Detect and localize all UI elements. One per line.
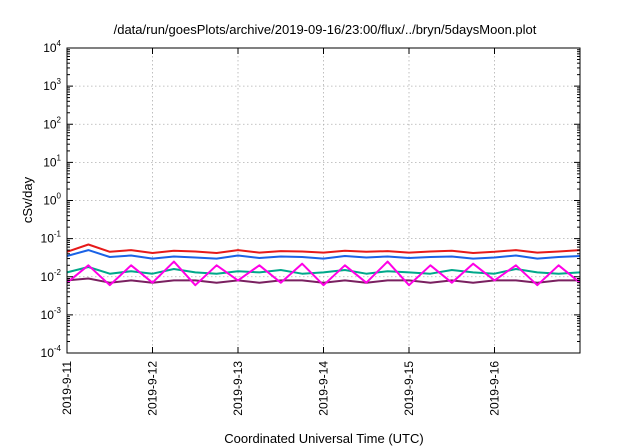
y-axis: 10-4 10-3 10-2 10-1 100 101 102 103 104: [41, 39, 580, 360]
series-line-3: [66, 249, 581, 260]
chart-title: /data/run/goesPlots/archive/2019-09-16/2…: [114, 22, 537, 37]
x-tick-label: 2019-9-15: [402, 361, 416, 416]
y-tick-label: 10-4: [41, 344, 62, 360]
y-tick-label: 101: [43, 153, 61, 169]
x-axis: 2019-9-11 2019-9-12 2019-9-13 2019-9-14 2019…: [60, 48, 502, 416]
series-line-4: [66, 260, 581, 287]
y-tick-label: 103: [43, 77, 61, 93]
x-tick-label: 2019-9-16: [488, 361, 502, 416]
grid: [67, 48, 580, 353]
x-tick-label: 2019-9-13: [231, 361, 245, 416]
series-line-2: [66, 266, 581, 275]
y-tick-label: 10-3: [41, 306, 62, 322]
x-axis-label: Coordinated Universal Time (UTC): [224, 431, 423, 446]
x-tick-label: 2019-9-11: [60, 361, 74, 415]
y-tick-label: 104: [43, 39, 61, 55]
y-tick-label: 10-1: [41, 230, 62, 246]
x-tick-label: 2019-9-14: [317, 361, 331, 416]
y-axis-label: cSv/day: [20, 176, 35, 223]
y-tick-label: 102: [43, 115, 61, 131]
x-tick-label: 2019-9-12: [146, 361, 160, 416]
series-line-5: [66, 243, 581, 254]
y-tick-label: 100: [43, 192, 61, 208]
y-tick-label: 10-2: [41, 268, 62, 284]
series-group: [66, 243, 581, 287]
